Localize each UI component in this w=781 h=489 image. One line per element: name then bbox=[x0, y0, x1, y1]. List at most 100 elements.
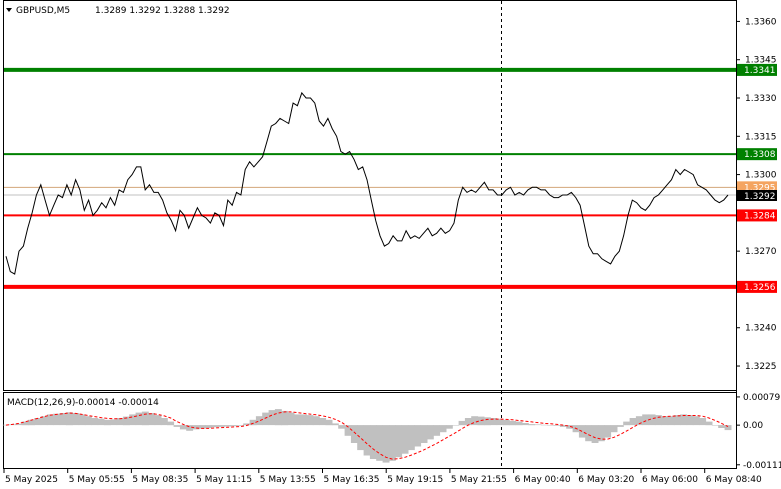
macd-histogram-bar bbox=[439, 425, 447, 433]
macd-histogram-bar bbox=[148, 413, 156, 426]
macd-histogram-bar bbox=[616, 425, 624, 427]
macd-histogram-bar bbox=[629, 418, 637, 426]
macd-histogram-bar bbox=[78, 414, 86, 426]
time-tick-label: 5 May 2025 bbox=[5, 475, 58, 485]
macd-histogram-bar bbox=[724, 425, 732, 431]
time-tick-label: 5 May 19:15 bbox=[387, 475, 443, 485]
macd-histogram-bar bbox=[401, 425, 409, 454]
macd-histogram-bar bbox=[540, 424, 548, 426]
level-1.3256-price-tag bbox=[737, 280, 777, 293]
bid-price-tag bbox=[737, 190, 777, 201]
macd-tick-label: -0.00111 bbox=[743, 461, 781, 471]
macd-histogram-bar bbox=[661, 416, 669, 426]
macd-histogram-bar bbox=[274, 409, 282, 426]
macd-histogram-bar bbox=[635, 416, 643, 426]
macd-histogram-bar bbox=[363, 425, 371, 456]
macd-tick-label: 0.00079 bbox=[743, 393, 780, 403]
macd-histogram-bar bbox=[46, 414, 54, 426]
macd-histogram-bar bbox=[559, 425, 567, 427]
time-tick-label: 6 May 08:40 bbox=[706, 475, 762, 485]
macd-histogram-bar bbox=[293, 414, 301, 426]
macd-histogram-bar bbox=[331, 423, 339, 426]
macd-histogram-bar bbox=[388, 425, 396, 461]
dropdown-triangle-icon[interactable] bbox=[6, 8, 12, 12]
macd-histogram-bar bbox=[281, 410, 289, 426]
macd-histogram-bar bbox=[464, 418, 472, 426]
level-1.3341-tag-label: 1.3341 bbox=[744, 66, 776, 76]
macd-histogram-bar bbox=[236, 425, 244, 426]
macd-histogram-bar bbox=[585, 425, 593, 442]
macd-histogram-bar bbox=[300, 414, 308, 426]
macd-histogram-bar bbox=[547, 425, 555, 426]
time-tick-label: 5 May 11:15 bbox=[196, 475, 252, 485]
macd-histogram-bar bbox=[692, 416, 700, 426]
ask-price-tag bbox=[737, 181, 777, 193]
macd-histogram-bar bbox=[103, 419, 111, 426]
ask-tag-label: 1.3295 bbox=[744, 183, 776, 193]
macd-histogram-bar bbox=[654, 415, 662, 426]
macd-histogram-bar bbox=[686, 415, 694, 426]
macd-histogram-bar bbox=[382, 425, 390, 463]
macd-histogram-bar bbox=[21, 421, 29, 426]
macd-histogram-bar bbox=[591, 425, 599, 443]
level-1.3308-price-tag bbox=[737, 148, 777, 161]
macd-histogram-bar bbox=[262, 412, 270, 426]
macd-values: -0.00014 -0.00014 bbox=[75, 398, 159, 408]
macd-histogram-bar bbox=[97, 418, 105, 426]
macd-histogram-bar bbox=[420, 425, 428, 443]
macd-histogram-bar bbox=[648, 414, 656, 426]
macd-histogram-bar bbox=[452, 425, 460, 426]
price-tick-label: 1.3300 bbox=[745, 171, 777, 181]
macd-histogram-bar bbox=[198, 425, 206, 429]
macd-header: MACD(12,26,9) -0.00014 -0.00014 bbox=[7, 398, 159, 408]
macd-histogram-bar bbox=[699, 418, 707, 426]
level-1.3284-price-tag bbox=[737, 209, 777, 222]
macd-histogram-bar bbox=[496, 418, 504, 426]
level-1.3284-tag-label: 1.3284 bbox=[744, 211, 776, 221]
macd-histogram-bar bbox=[458, 420, 466, 426]
macd-histogram-bar bbox=[673, 415, 681, 426]
price-tick-label: 1.3330 bbox=[745, 94, 777, 104]
macd-histogram-bar bbox=[110, 419, 118, 426]
macd-histogram-bar bbox=[521, 423, 529, 426]
macd-histogram-bar bbox=[407, 425, 415, 451]
macd-histogram-bar bbox=[490, 418, 498, 426]
level-1.3256-tag-label: 1.3256 bbox=[744, 283, 776, 293]
macd-histogram-bar bbox=[319, 418, 327, 426]
macd-histogram-bar bbox=[433, 425, 441, 436]
price-tick-label: 1.3270 bbox=[745, 247, 777, 257]
macd-histogram-bar bbox=[718, 425, 726, 428]
macd-histogram-bar bbox=[509, 420, 517, 426]
macd-histogram-bar bbox=[566, 425, 574, 429]
time-tick-label: 6 May 00:40 bbox=[515, 475, 571, 485]
macd-histogram-bar bbox=[91, 418, 99, 426]
macd-histogram-bar bbox=[426, 425, 434, 440]
macd-histogram-bar bbox=[350, 425, 358, 443]
macd-histogram-bar bbox=[471, 416, 479, 426]
ohlc-values: 1.3289 1.3292 1.3288 1.3292 bbox=[95, 6, 230, 16]
macd-histogram-bar bbox=[173, 425, 181, 427]
macd-tick-label: 0.00 bbox=[743, 421, 763, 431]
macd-histogram-bar bbox=[515, 421, 523, 426]
price-tick-label: 1.3240 bbox=[745, 324, 777, 334]
symbol-timeframe: GBPUSD,M5 bbox=[16, 6, 70, 16]
macd-histogram-bar bbox=[610, 425, 618, 433]
macd-histogram-bar bbox=[243, 423, 251, 426]
macd-histogram-bar bbox=[15, 423, 23, 426]
time-tick-label: 6 May 03:20 bbox=[578, 475, 634, 485]
macd-histogram-bar bbox=[135, 412, 143, 426]
macd-histogram-bar bbox=[287, 412, 295, 426]
macd-histogram-bar bbox=[40, 416, 48, 426]
macd-histogram-bar bbox=[395, 425, 403, 458]
macd-histogram-bar bbox=[483, 417, 491, 426]
macd-histogram-bar bbox=[376, 425, 384, 461]
macd-histogram-bar bbox=[553, 425, 561, 426]
price-tick-label: 1.3360 bbox=[745, 17, 777, 27]
time-tick-label: 5 May 08:35 bbox=[132, 475, 188, 485]
price-tick-label: 1.3315 bbox=[745, 132, 777, 142]
bid-tag-label: 1.3292 bbox=[744, 192, 776, 202]
macd-histogram-bar bbox=[116, 418, 124, 426]
macd-histogram-bar bbox=[59, 413, 67, 426]
macd-histogram-bar bbox=[268, 410, 276, 426]
